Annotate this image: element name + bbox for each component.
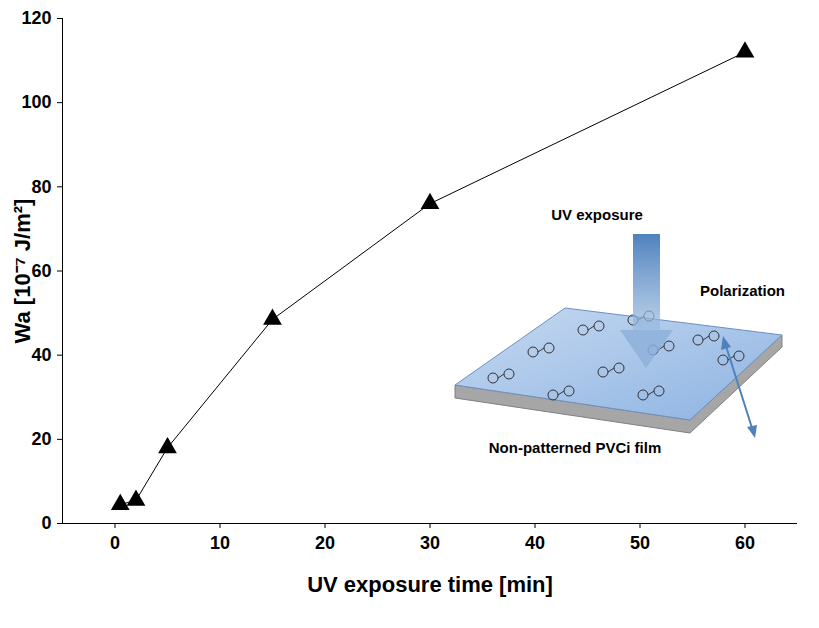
svg-text:120: 120 [21,8,51,28]
svg-text:40: 40 [31,345,51,365]
svg-text:0: 0 [41,513,51,533]
svg-text:60: 60 [31,260,52,281]
svg-text:50: 50 [630,533,650,553]
svg-text:100: 100 [21,92,51,112]
svg-text:40: 40 [525,533,545,553]
svg-text:Non-patterned PVCi film: Non-patterned PVCi film [489,439,662,456]
svg-text:UV exposure: UV exposure [551,206,643,223]
svg-text:20: 20 [315,533,335,553]
svg-text:0: 0 [110,533,120,553]
svg-text:Polarization: Polarization [700,282,785,299]
svg-text:20: 20 [31,429,51,449]
svg-text:Wa [10⁻⁷ J/m²]: Wa [10⁻⁷ J/m²] [10,199,35,344]
svg-text:80: 80 [31,177,51,197]
svg-text:UV exposure time [min]: UV exposure time [min] [307,572,553,597]
svg-text:60: 60 [735,533,755,553]
svg-text:30: 30 [420,533,440,553]
svg-text:10: 10 [210,533,230,553]
